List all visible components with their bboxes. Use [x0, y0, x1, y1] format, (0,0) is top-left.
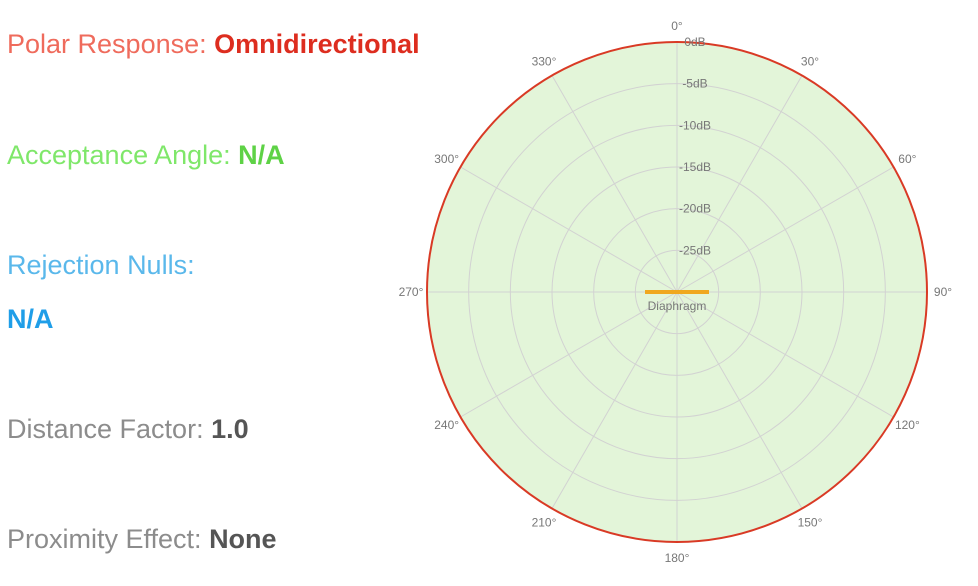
acceptance-angle-label: Acceptance Angle:: [7, 140, 239, 170]
spoke-30: [676, 75, 803, 293]
distance-factor-line: Distance Factor: 1.0: [7, 413, 249, 445]
rejection-nulls-label: Rejection Nulls:: [7, 250, 195, 280]
angle-label-0: 0°: [671, 19, 683, 33]
angle-label-60: 60°: [898, 152, 916, 166]
polar-response-line: Polar Response: Omnidirectional: [7, 28, 420, 60]
angle-label-300: 300°: [434, 152, 459, 166]
angle-label-240: 240°: [434, 418, 459, 432]
polar-response-label: Polar Response:: [7, 29, 215, 59]
db-label-5: -25dB: [679, 243, 711, 257]
distance-factor-label: Distance Factor:: [7, 414, 212, 444]
polar-labels: Diaphragm 0dB -5dB -10dB -15dB -20dB -25dB 0° 30…: [399, 19, 953, 565]
db-label-4: -20dB: [679, 202, 711, 216]
proximity-effect-line: Proximity Effect: None: [7, 523, 277, 555]
db-label-0: 0dB: [684, 35, 705, 49]
polar-response-value: Omnidirectional: [214, 29, 420, 59]
acceptance-angle-line: Acceptance Angle: N/A: [7, 139, 285, 171]
angle-label-30: 30°: [801, 55, 819, 69]
rejection-nulls-value: N/A: [7, 304, 54, 334]
response-pattern: [426, 41, 928, 543]
spoke-240: [460, 291, 678, 418]
distance-factor-value: 1.0: [211, 414, 249, 444]
spoke-300: [460, 166, 678, 293]
proximity-effect-value: None: [209, 524, 277, 554]
angle-label-330: 330°: [532, 55, 557, 69]
acceptance-angle-value: N/A: [238, 140, 285, 170]
angle-label-150: 150°: [798, 515, 823, 529]
db-label-2: -10dB: [679, 118, 711, 132]
diaphragm-label: Diaphragm: [648, 299, 707, 313]
angle-label-120: 120°: [895, 418, 920, 432]
angle-label-210: 210°: [532, 515, 557, 529]
db-label-1: -5dB: [682, 77, 707, 91]
response-pattern-outline: [426, 41, 928, 543]
db-label-3: -15dB: [679, 160, 711, 174]
spoke-120: [676, 291, 894, 418]
angle-label-180: 180°: [665, 551, 690, 565]
info-panel: Polar Response: Omnidirectional Acceptan…: [0, 0, 480, 586]
spoke-210: [551, 291, 678, 509]
spoke-330: [551, 75, 678, 293]
spoke-150: [676, 291, 803, 509]
proximity-effect-label: Proximity Effect:: [7, 524, 210, 554]
angle-label-90: 90°: [934, 285, 952, 299]
spoke-60: [676, 166, 894, 293]
angle-label-270: 270°: [399, 285, 424, 299]
